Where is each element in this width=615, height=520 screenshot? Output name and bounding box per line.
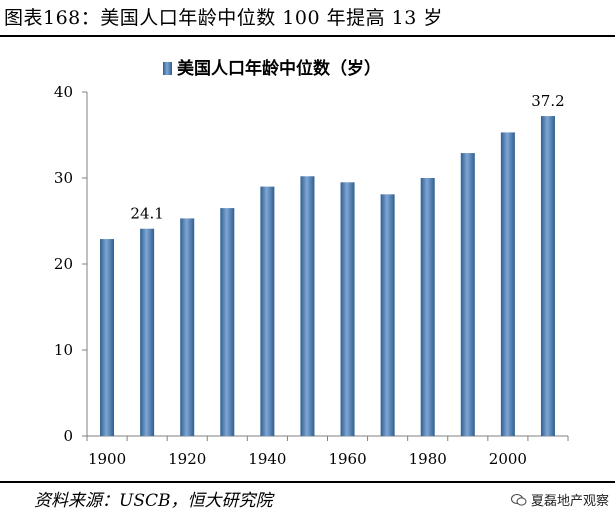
- y-tick-label: 20: [54, 255, 73, 273]
- watermark-text: 夏磊地产观察: [530, 494, 609, 509]
- bar-series: [100, 116, 555, 437]
- y-tick-label: 10: [54, 341, 73, 359]
- x-tick-label: 1900: [88, 450, 126, 468]
- chart-axes: 0 10 20 30 40 1900 1920 1940 1960 1980 2000: [54, 83, 569, 468]
- bar-2000: [500, 132, 515, 437]
- chart-legend: 美国人口年龄中位数（岁）: [163, 58, 381, 79]
- data-labels: 24.1 37.2: [130, 92, 564, 223]
- y-tick-label: 30: [54, 169, 73, 187]
- bar-1950: [300, 176, 315, 436]
- y-tick-label: 40: [54, 83, 73, 101]
- bar-1910: [140, 228, 155, 436]
- x-tick-label: 1960: [328, 450, 366, 468]
- bar-1990: [460, 153, 475, 436]
- title-divider: [0, 35, 615, 37]
- data-label-1910: 24.1: [130, 205, 163, 223]
- legend-label: 美国人口年龄中位数（岁）: [177, 58, 381, 79]
- source-note: 资料来源：USCB，恒大研究院: [34, 491, 273, 511]
- x-tick-label: 1980: [409, 450, 447, 468]
- wechat-icon: [510, 494, 527, 506]
- bar-1930: [220, 208, 235, 436]
- bar-1980: [420, 178, 435, 436]
- figure-title: 图表168：美国人口年龄中位数 100 年提高 13 岁: [4, 7, 443, 29]
- bar-2010: [540, 116, 555, 436]
- y-tick-label: 0: [63, 427, 73, 445]
- watermark: 夏磊地产观察: [510, 490, 609, 509]
- legend-swatch: [163, 62, 172, 75]
- bar-1940: [260, 186, 275, 436]
- x-tick-label: 2000: [489, 450, 527, 468]
- bar-chart: 美国人口年龄中位数（岁） 0 10 20 30 40 1900 1920 1940 1960 19…: [54, 58, 569, 468]
- data-label-2010: 37.2: [531, 92, 564, 110]
- x-tick-label: 1920: [168, 450, 206, 468]
- x-tick-label: 1940: [248, 450, 286, 468]
- bar-1900: [100, 239, 115, 436]
- footer-divider: [0, 481, 615, 483]
- bar-1970: [380, 194, 395, 436]
- bar-1960: [340, 182, 355, 436]
- bar-1920: [180, 218, 195, 436]
